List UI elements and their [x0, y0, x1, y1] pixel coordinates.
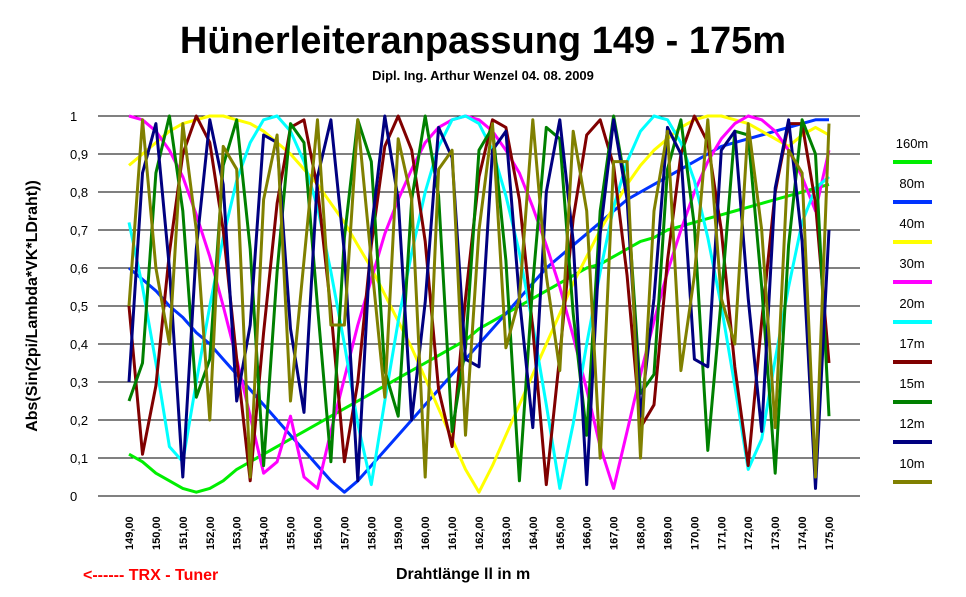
chart-subtitle: Dipl. Ing. Arthur Wenzel 04. 08. 2009 — [372, 68, 594, 83]
y-tick-label: 0,1 — [70, 451, 88, 466]
legend-label-10m: 10m — [899, 456, 924, 471]
x-tick-label: 150,00 — [151, 516, 163, 550]
x-tick-label: 166,00 — [582, 516, 594, 550]
x-tick-label: 159,00 — [393, 516, 405, 550]
x-tick-label: 156,00 — [312, 516, 324, 550]
y-tick-label: 0,3 — [70, 375, 88, 390]
x-tick-label: 161,00 — [447, 516, 459, 550]
legend-label-160m: 160m — [896, 136, 929, 151]
y-tick-label: 0,9 — [70, 147, 88, 162]
x-tick-label: 152,00 — [205, 516, 217, 550]
series-line-15m — [127, 114, 831, 483]
y-tick-label: 0,8 — [70, 185, 88, 200]
y-tick-label: 0,6 — [70, 261, 88, 276]
x-tick-label: 164,00 — [528, 516, 540, 550]
x-tick-label: 155,00 — [286, 516, 298, 550]
y-tick-label: 0,7 — [70, 223, 88, 238]
x-tick-label: 154,00 — [259, 516, 271, 550]
x-tick-label: 174,00 — [797, 516, 809, 550]
y-tick-label: 0,2 — [70, 413, 88, 428]
y-tick-label: 0,4 — [70, 337, 88, 352]
x-tick-label: 170,00 — [689, 516, 701, 550]
series-line-10m — [127, 118, 831, 479]
x-tick-label: 168,00 — [636, 516, 648, 550]
x-tick-label: 173,00 — [770, 516, 782, 550]
series-line-20m — [127, 114, 830, 490]
x-axis-label: Drahtlänge ll in m — [396, 566, 531, 583]
y-tick-label: 0 — [70, 489, 77, 504]
x-tick-label: 163,00 — [501, 516, 513, 550]
x-tick-label: 157,00 — [339, 516, 351, 550]
x-tick-label: 165,00 — [555, 516, 567, 550]
x-tick-label: 169,00 — [662, 516, 674, 550]
trx-tuner-annotation: <------ TRX - Tuner — [83, 567, 219, 584]
x-tick-label: 162,00 — [474, 516, 486, 550]
x-tick-label: 167,00 — [609, 516, 621, 550]
x-tick-label: 172,00 — [743, 516, 755, 550]
legend-label-40m: 40m — [899, 216, 924, 231]
series-line-40m — [128, 114, 830, 494]
legend-label-80m: 80m — [899, 176, 924, 191]
legend-label-15m: 15m — [899, 376, 924, 391]
y-tick-label: 1 — [70, 109, 77, 124]
x-tick-label: 160,00 — [420, 516, 432, 550]
legend-label-30m: 30m — [899, 256, 924, 271]
legend-label-17m: 17m — [899, 336, 924, 351]
x-tick-label: 171,00 — [716, 516, 728, 550]
series-line-160m — [128, 182, 830, 494]
legend-label-12m: 12m — [899, 416, 924, 431]
x-tick-label: 175,00 — [824, 516, 836, 550]
x-tick-label: 158,00 — [366, 516, 378, 550]
x-tick-label: 153,00 — [232, 516, 244, 550]
y-tick-label: 0,5 — [70, 299, 88, 314]
x-tick-label: 149,00 — [124, 516, 136, 550]
x-tick-label: 151,00 — [178, 516, 190, 550]
chart-title: Hünerleiteranpassung 149 - 175m — [179, 20, 787, 62]
legend-label-20m: 20m — [899, 296, 924, 311]
